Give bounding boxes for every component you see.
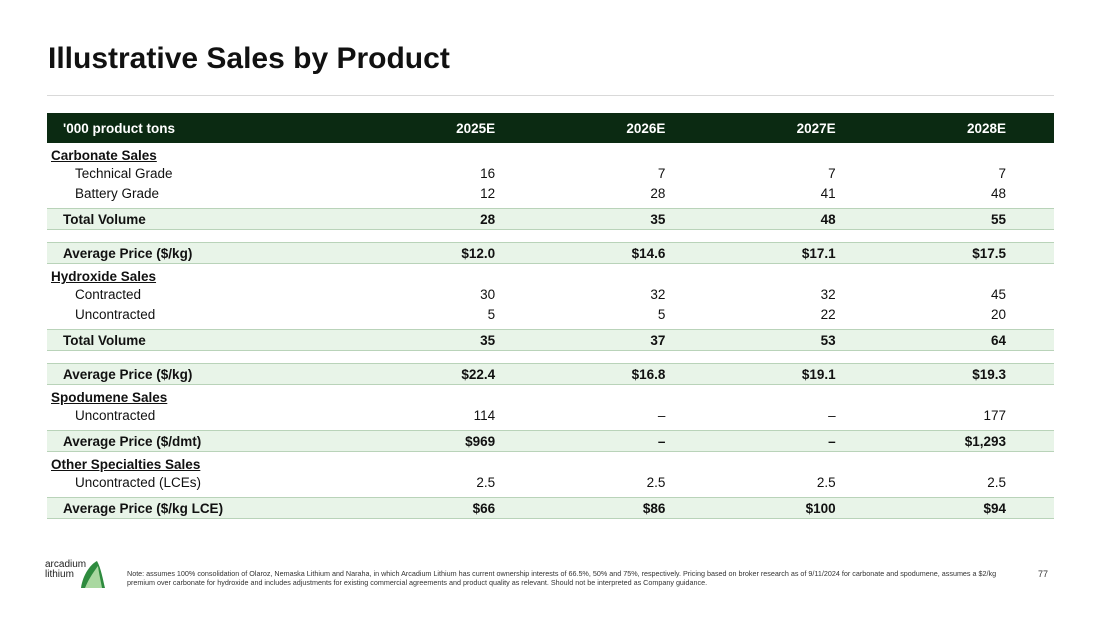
price-row: Average Price ($/kg LCE) $66 $86 $100 $9…	[47, 497, 1054, 519]
row-label: Average Price ($/kg)	[47, 363, 373, 385]
cell-value: –	[713, 430, 884, 452]
section-spodumene: Spodumene Sales	[47, 385, 1054, 405]
cell-value: 35	[543, 208, 714, 230]
price-row: Average Price ($/kg) $12.0 $14.6 $17.1 $…	[47, 242, 1054, 264]
cell-value: $17.1	[713, 242, 884, 264]
section-other-specialties: Other Specialties Sales	[47, 452, 1054, 472]
total-row: Total Volume 35 37 53 64	[47, 329, 1054, 351]
cell-value: 16	[480, 165, 496, 181]
cell-value: 2.5	[816, 474, 836, 490]
cell-value: 45	[990, 286, 1006, 302]
cell-value: 32	[650, 286, 666, 302]
company-logo: arcadium lithium	[45, 560, 107, 590]
header-year-2025: 2025E	[456, 120, 496, 136]
cell-value: 30	[480, 286, 496, 302]
header-year-2027: 2027E	[796, 120, 836, 136]
cell-value: 7	[657, 165, 666, 181]
section-title: Carbonate Sales	[51, 148, 157, 163]
cell-value: $86	[543, 497, 714, 519]
table-row: Contracted 30 32 32 45	[47, 284, 1054, 304]
row-label: Uncontracted (LCEs)	[75, 474, 202, 490]
sales-table: '000 product tons 2025E 2026E 2027E 2028…	[47, 113, 1054, 519]
cell-value: $19.3	[883, 363, 1054, 385]
cell-value: 55	[883, 208, 1054, 230]
section-title: Spodumene Sales	[51, 390, 168, 405]
row-label: Total Volume	[47, 329, 373, 351]
row-label: Average Price ($/kg LCE)	[47, 497, 373, 519]
cell-value: 32	[820, 286, 836, 302]
cell-value: $1,293	[883, 430, 1054, 452]
cell-value: 177	[983, 407, 1006, 423]
cell-value: $16.8	[543, 363, 714, 385]
page-title: Illustrative Sales by Product	[48, 42, 450, 75]
cell-value: 12	[480, 185, 496, 201]
cell-value: –	[828, 407, 836, 423]
cell-value: $94	[883, 497, 1054, 519]
cell-value: 28	[372, 208, 544, 230]
cell-value: 22	[820, 306, 836, 322]
table-row: Uncontracted 114 – – 177	[47, 405, 1054, 425]
row-label: Average Price ($/dmt)	[47, 430, 373, 452]
cell-value: 64	[883, 329, 1054, 351]
cell-value: 35	[372, 329, 544, 351]
cell-value: 7	[998, 165, 1006, 181]
row-label: Battery Grade	[75, 185, 160, 201]
cell-value: –	[657, 407, 666, 423]
leaf-logo-icon	[81, 561, 105, 588]
cell-value: 53	[713, 329, 884, 351]
row-label: Contracted	[75, 286, 142, 302]
cell-value: 7	[828, 165, 836, 181]
page-number: 77	[1038, 569, 1049, 579]
section-title: Other Specialties Sales	[51, 457, 201, 472]
cell-value: $19.1	[713, 363, 884, 385]
section-hydroxide: Hydroxide Sales	[47, 264, 1054, 284]
price-row: Average Price ($/dmt) $969 – – $1,293	[47, 430, 1054, 452]
header-year-2028: 2028E	[966, 120, 1006, 136]
cell-value: $22.4	[372, 363, 544, 385]
total-row: Total Volume 28 35 48 55	[47, 208, 1054, 230]
cell-value: 5	[657, 306, 666, 322]
header-units-label: '000 product tons	[63, 120, 175, 136]
logo-wordmark: arcadium lithium	[45, 560, 86, 580]
cell-value: $17.5	[883, 242, 1054, 264]
cell-value: 2.5	[476, 474, 496, 490]
row-label: Average Price ($/kg)	[47, 242, 373, 264]
cell-value: 41	[820, 185, 836, 201]
cell-value: 28	[650, 185, 666, 201]
row-label: Technical Grade	[75, 165, 173, 181]
cell-value: $969	[372, 430, 544, 452]
section-title: Hydroxide Sales	[51, 269, 157, 284]
cell-value: $100	[713, 497, 884, 519]
cell-value: $14.6	[543, 242, 714, 264]
row-label: Uncontracted	[75, 407, 156, 423]
logo-line-1: arcadium	[45, 559, 87, 570]
title-divider	[47, 95, 1054, 96]
cell-value: $66	[372, 497, 544, 519]
header-year-2026: 2026E	[626, 120, 666, 136]
cell-value: 48	[713, 208, 884, 230]
cell-value: 48	[990, 185, 1006, 201]
cell-value: 20	[990, 306, 1006, 322]
price-row: Average Price ($/kg) $22.4 $16.8 $19.1 $…	[47, 363, 1054, 385]
section-carbonate: Carbonate Sales	[47, 143, 1054, 163]
table-row: Technical Grade 16 7 7 7	[47, 163, 1054, 183]
row-label: Uncontracted	[75, 306, 156, 322]
logo-line-2: lithium	[45, 569, 74, 580]
table-header-row: '000 product tons 2025E 2026E 2027E 2028…	[47, 113, 1054, 143]
footnote: Note: assumes 100% consolidation of Olar…	[127, 569, 997, 587]
table-row: Uncontracted 5 5 22 20	[47, 304, 1054, 324]
cell-value: $12.0	[372, 242, 544, 264]
table-row: Battery Grade 12 28 41 48	[47, 183, 1054, 203]
cell-value: 5	[487, 306, 496, 322]
row-label: Total Volume	[47, 208, 373, 230]
cell-value: –	[543, 430, 714, 452]
cell-value: 114	[473, 407, 496, 423]
table-row: Uncontracted (LCEs) 2.5 2.5 2.5 2.5	[47, 472, 1054, 492]
cell-value: 2.5	[987, 474, 1006, 490]
cell-value: 2.5	[646, 474, 666, 490]
cell-value: 37	[543, 329, 714, 351]
